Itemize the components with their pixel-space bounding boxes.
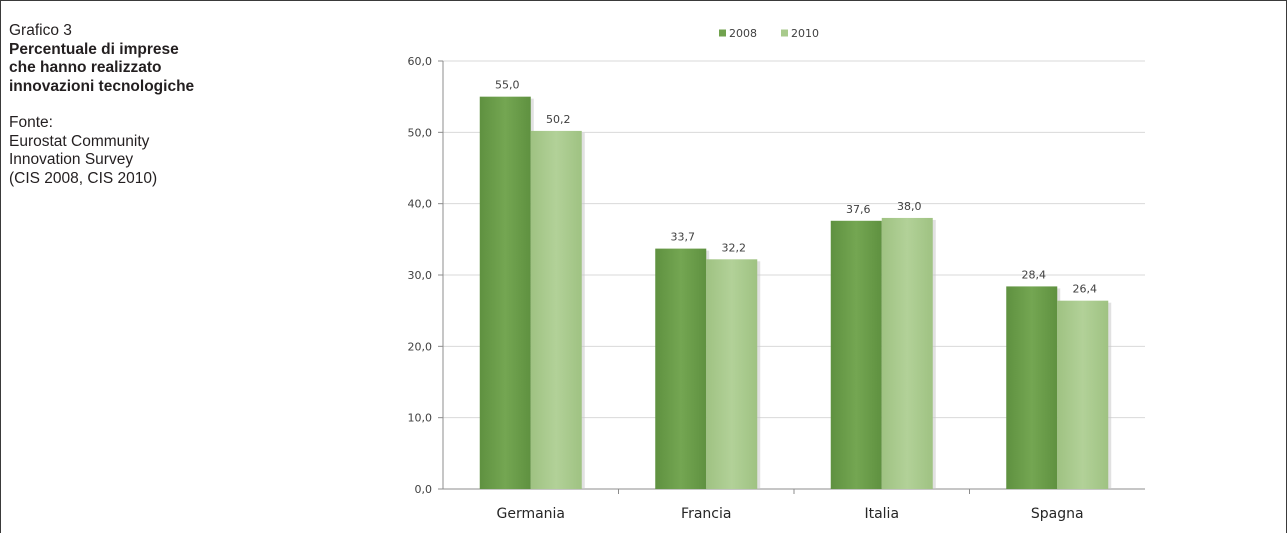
- y-tick-label: 10,0: [408, 412, 433, 425]
- legend-swatch-2008: [719, 29, 726, 37]
- data-label: 37,6: [846, 203, 871, 216]
- y-tick-label: 40,0: [408, 198, 433, 211]
- x-category-label: Spagna: [1031, 506, 1084, 522]
- bars: [479, 96, 1112, 490]
- data-label: 55,0: [495, 79, 520, 92]
- legend: 2008 2010: [719, 27, 819, 40]
- y-tick-label: 50,0: [408, 126, 433, 139]
- y-tick-label: 20,0: [408, 340, 433, 353]
- data-label: 50,2: [546, 113, 571, 126]
- data-label: 38,0: [897, 200, 922, 213]
- source-label: Fonte:: [9, 114, 53, 131]
- x-category-label: Francia: [681, 506, 731, 522]
- bar-2010-spagna: [1057, 300, 1109, 489]
- x-category-label: Italia: [864, 506, 899, 522]
- bar-2008-germania: [479, 96, 531, 490]
- bar-2008-francia: [655, 248, 707, 489]
- x-category-label: Germania: [496, 506, 565, 522]
- data-label: 28,4: [1022, 268, 1047, 281]
- figure-label: Grafico 3: [9, 22, 72, 39]
- data-label: 32,2: [722, 241, 747, 254]
- bar-2010-francia: [706, 259, 758, 489]
- bar-2010-italia: [881, 217, 933, 489]
- y-tick-label: 30,0: [408, 269, 433, 282]
- bar-2010-germania: [530, 130, 582, 489]
- y-tick-label: 0,0: [415, 483, 433, 496]
- legend-label: 2008: [729, 27, 757, 40]
- bar-2008-spagna: [1006, 286, 1058, 489]
- data-labels: 55,0 50,2 33,7 32,2 37,6 38,0 28,4 26,4: [495, 79, 1097, 296]
- legend-label: 2010: [791, 27, 819, 40]
- figure-title: Percentuale di imprese che hanno realizz…: [9, 40, 195, 95]
- figure-caption: Grafico 3 Percentuale di imprese che han…: [9, 22, 309, 188]
- legend-swatch-2010: [781, 29, 788, 37]
- y-tick-label: 60,0: [408, 55, 433, 68]
- data-label: 33,7: [671, 231, 696, 244]
- source-text: Eurostat Community Innovation Survey (CI…: [9, 132, 158, 187]
- data-label: 26,4: [1073, 283, 1098, 296]
- bar-2008-italia: [830, 220, 882, 489]
